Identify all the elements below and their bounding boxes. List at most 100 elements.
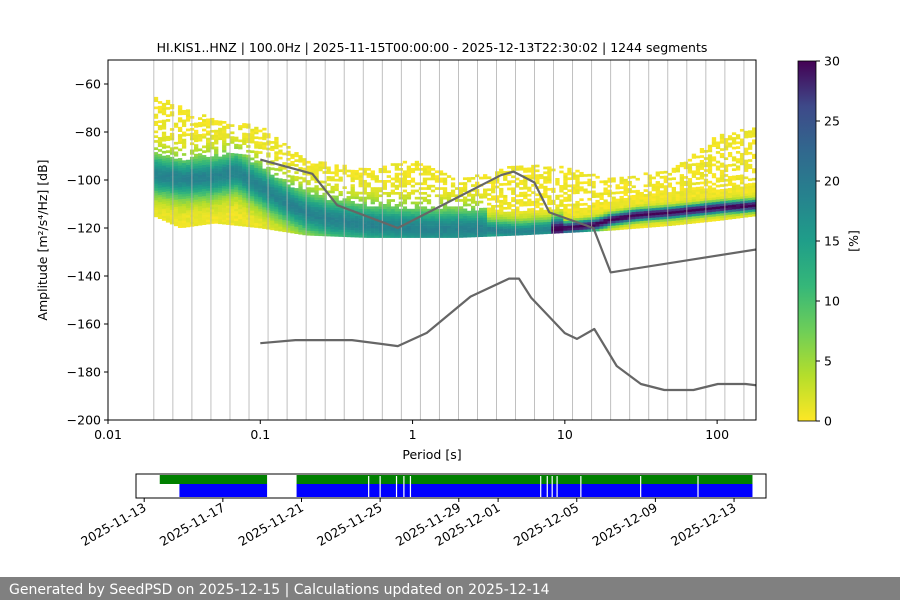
density-cell (346, 229, 351, 233)
density-cell (226, 143, 231, 146)
density-cell (699, 148, 705, 151)
density-cell (362, 184, 367, 188)
density-cell (306, 168, 311, 171)
density-cell (555, 225, 560, 229)
density-cell (555, 177, 560, 181)
density-cell (197, 177, 203, 180)
density-cell (438, 223, 444, 226)
density-cell (430, 232, 436, 236)
density-cell (699, 205, 705, 209)
coverage-gap (580, 476, 582, 497)
density-cell (418, 220, 424, 224)
density-cell (226, 174, 231, 177)
density-cell (723, 202, 729, 206)
density-cell (234, 187, 239, 190)
density-cell (350, 196, 355, 199)
density-cell (238, 173, 243, 176)
density-cell (543, 209, 548, 213)
density-cell (234, 220, 239, 224)
density-cell (523, 170, 528, 173)
density-cell (362, 206, 367, 210)
density-cell (727, 192, 733, 196)
density-cell (679, 164, 685, 168)
density-cell (254, 153, 259, 156)
density-cell (679, 205, 685, 209)
density-cell (394, 187, 400, 190)
density-cell (491, 197, 496, 201)
density-cell (723, 207, 729, 211)
density-cell (426, 172, 432, 176)
density-cell (499, 199, 504, 203)
density-cell (374, 175, 379, 178)
density-cell (193, 177, 199, 181)
density-cell (222, 202, 227, 206)
density-cell (226, 176, 231, 180)
density-cell (747, 195, 753, 198)
density-cell (370, 211, 375, 214)
density-cell (342, 215, 347, 218)
density-cell (165, 181, 171, 185)
density-cell (462, 215, 468, 219)
density-cell (334, 222, 339, 225)
density-cell (563, 230, 568, 234)
density-cell (727, 197, 733, 201)
density-cell (202, 198, 207, 201)
density-cell (623, 224, 628, 228)
density-cell (442, 232, 448, 236)
density-cell (607, 225, 612, 229)
density-cell (218, 168, 223, 172)
density-cell (250, 138, 255, 142)
density-cell (286, 184, 291, 188)
density-cell (262, 207, 267, 210)
density-cell (699, 150, 705, 154)
density-cell (587, 217, 592, 220)
density-cell (222, 166, 227, 170)
density-cell (707, 149, 713, 153)
density-cell (531, 184, 536, 187)
density-cell (218, 180, 223, 184)
density-cell (274, 136, 279, 140)
density-cell (250, 215, 255, 218)
density-cell (302, 191, 307, 195)
density-cell (173, 163, 179, 167)
density-cell (519, 220, 524, 224)
density-cell (230, 189, 235, 192)
density-cell (193, 211, 199, 215)
density-cell (153, 214, 159, 218)
density-cell (575, 208, 580, 211)
density-cell (246, 140, 251, 144)
density-cell (314, 190, 319, 193)
density-cell (250, 171, 255, 175)
density-cell (430, 228, 436, 231)
density-cell (226, 159, 231, 163)
density-cell (458, 208, 464, 212)
density-cell (370, 223, 375, 226)
density-cell (226, 135, 231, 139)
density-cell (298, 167, 303, 170)
density-cell (258, 215, 263, 219)
density-cell (731, 206, 737, 210)
density-cell (278, 151, 283, 155)
density-cell (539, 198, 544, 201)
density-cell (723, 138, 729, 141)
density-cell (563, 227, 568, 231)
density-cell (250, 140, 255, 144)
density-cell (206, 125, 211, 129)
density-cell (599, 197, 604, 200)
density-cell (751, 201, 756, 205)
density-cell (691, 199, 697, 202)
density-cell (210, 213, 215, 217)
density-cell (571, 217, 576, 221)
density-cell (165, 150, 171, 153)
density-cell (222, 195, 227, 199)
density-cell (398, 180, 404, 183)
density-cell (161, 136, 167, 140)
density-cell (286, 227, 291, 231)
density-cell (655, 200, 660, 203)
density-cell (270, 141, 275, 144)
density-cell (535, 198, 540, 201)
density-cell (250, 186, 255, 190)
density-cell (547, 166, 552, 170)
density-cell (659, 211, 664, 215)
